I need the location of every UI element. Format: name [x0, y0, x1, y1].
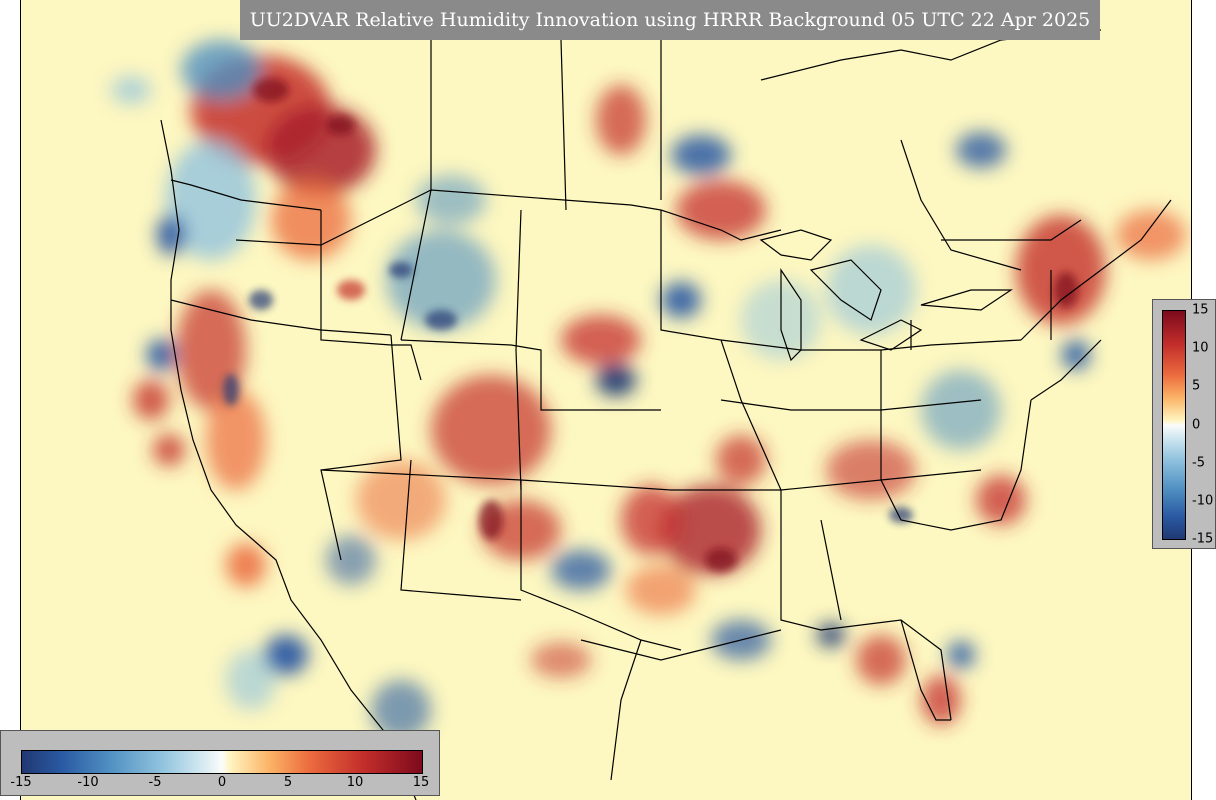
horizontal-colorbar-tick: 0 [217, 775, 227, 790]
innovation-field [111, 40, 1186, 740]
horizontal-colorbar-tick: 10 [346, 775, 364, 790]
map-panel [20, 0, 1192, 800]
vertical-colorbar-tick: -15 [1192, 531, 1214, 547]
horizontal-colorbar-tick: -15 [10, 775, 32, 790]
horizontal-colorbar: -15 -10 -5 0 5 10 15 [0, 730, 440, 796]
vertical-colorbar-tick: 5 [1192, 378, 1201, 394]
vertical-colorbar: 15 10 5 0 -5 -10 -15 [1152, 299, 1216, 549]
vertical-colorbar-tick: 10 [1192, 340, 1209, 356]
horizontal-colorbar-tick: 15 [412, 775, 430, 790]
vertical-colorbar-tick: 0 [1192, 417, 1201, 433]
vertical-colorbar-gradient [1162, 310, 1186, 540]
horizontal-colorbar-tick: -10 [77, 775, 99, 790]
great-lakes [759, 229, 1013, 362]
vertical-colorbar-tick: 15 [1192, 302, 1209, 318]
boundary-lines [160, 29, 1172, 800]
horizontal-colorbar-tick: 5 [283, 775, 293, 790]
vertical-colorbar-tick: -10 [1192, 493, 1214, 509]
horizontal-colorbar-gradient [21, 750, 423, 774]
vertical-colorbar-tick: -5 [1192, 455, 1205, 471]
map-title: UU2DVAR Relative Humidity Innovation usi… [240, 0, 1100, 40]
horizontal-colorbar-tick: -5 [148, 775, 162, 790]
innovation-speckle [223, 78, 1078, 572]
map-canvas [111, 29, 1186, 800]
